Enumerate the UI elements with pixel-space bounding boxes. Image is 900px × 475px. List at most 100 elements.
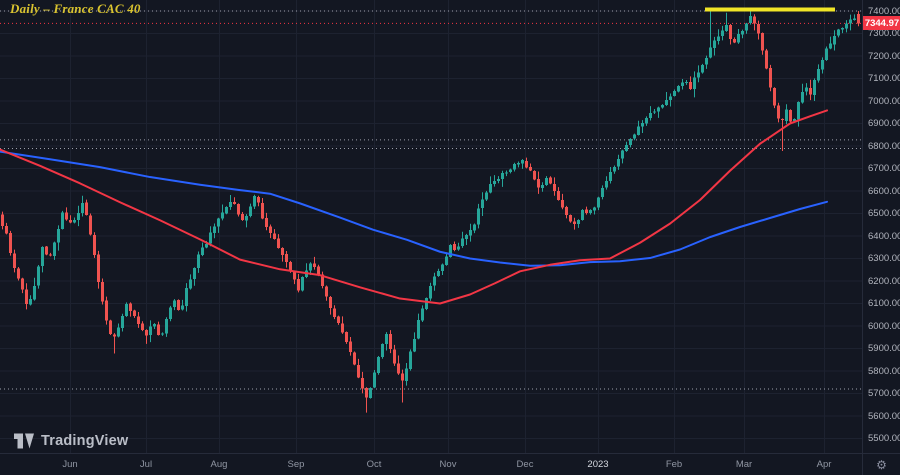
candlestick [673,89,676,97]
candlestick [761,32,764,55]
candlestick [365,387,368,413]
candlestick [549,176,552,185]
candlestick [681,79,684,90]
candlestick [649,106,652,121]
price-tick-label: 6800.00 [868,140,900,152]
price-tick-label: 7000.00 [868,95,900,107]
candlestick [417,313,420,340]
candlestick [281,247,284,262]
candlestick [245,214,248,228]
price-tick-label: 6500.00 [868,208,900,219]
candlestick [189,274,192,290]
candlestick [237,203,240,217]
gear-icon[interactable]: ⚙ [876,457,887,472]
candlestick [661,104,664,109]
candlestick [769,64,772,92]
candlestick [177,299,180,311]
price-tick-label: 7200.00 [868,50,900,62]
candlestick [833,30,836,51]
candlestick [197,251,200,273]
candlestick [357,358,360,379]
candlestick [153,323,156,330]
candlestick [149,320,152,343]
price-tick-label: 6700.00 [868,163,900,174]
candlestick [561,193,564,210]
candlestick [541,182,544,192]
candlestick [425,297,428,311]
candlestick [577,219,580,228]
candlestick [789,109,792,123]
candlestick [69,215,72,224]
chart-plot-area[interactable] [0,0,862,453]
candlestick [781,118,784,151]
candlestick [105,296,108,325]
price-tick-label: 7100.00 [868,73,900,84]
last-price-badge: 7344.97 [863,16,900,31]
candlestick [37,265,40,289]
candlestick [493,175,496,187]
candlestick [725,12,728,32]
candlestick [29,295,32,306]
candlestick [301,276,304,292]
candlestick [157,321,160,336]
candlestick [169,305,172,322]
candlestick [161,332,164,336]
candlestick [477,203,480,229]
candlestick [689,76,692,90]
candlestick [117,323,120,338]
ma-slow-blue-line [0,150,828,267]
candles-layer [1,11,860,413]
candlestick [385,332,388,351]
candlestick [405,362,408,386]
candlestick [389,330,392,354]
candlestick [565,205,568,219]
candlestick [57,225,60,251]
candlestick [329,296,332,315]
candlestick [509,168,512,174]
price-tick-label: 7300.00 [868,28,900,39]
candlestick [501,170,504,187]
candlestick [641,120,644,133]
candlestick [77,205,80,227]
candlestick [137,312,140,328]
candlestick [505,170,508,177]
candlestick [801,83,804,104]
candlestick [537,171,540,194]
candlestick [89,213,92,236]
candlestick [109,319,112,336]
candlestick [533,170,536,181]
candlestick [437,268,440,277]
price-chart-canvas[interactable] [0,0,862,453]
candlestick [713,36,716,56]
tradingview-watermark[interactable]: TradingView [14,433,128,449]
candlestick [373,369,376,389]
chart-title: Daily – France CAC 40 [10,1,141,16]
candlestick [313,256,316,270]
candlestick [705,55,708,69]
time-tick-label: Aug [210,459,228,470]
candlestick [273,229,276,240]
candlestick [93,232,96,258]
time-tick-label: Feb [665,459,683,470]
candlestick [125,302,128,317]
candlestick [369,387,372,399]
candlestick [341,316,344,334]
candlestick [413,332,416,353]
candlestick [173,299,176,311]
candlestick [777,102,780,123]
time-axis[interactable]: Jun Jul Aug Sep Oct Nov Dec 2023 Feb Mar Apr [0,453,862,475]
candlestick [813,78,816,102]
candlestick [529,163,532,172]
price-tick-label: 5900.00 [868,343,900,354]
candlestick [669,93,672,107]
candlestick [625,141,628,152]
time-tick-label: Jul [139,459,153,470]
moving-averages [0,109,828,305]
candlestick [381,343,384,359]
candlestick [213,223,216,239]
candlestick [305,263,308,279]
candlestick [241,212,244,221]
time-tick-label: Apr [816,459,832,470]
price-tick-label: 5800.00 [868,365,900,377]
price-axis[interactable]: 7344.97 7400.00 7300.00 7200.00 7100.00 7000… [862,0,900,453]
